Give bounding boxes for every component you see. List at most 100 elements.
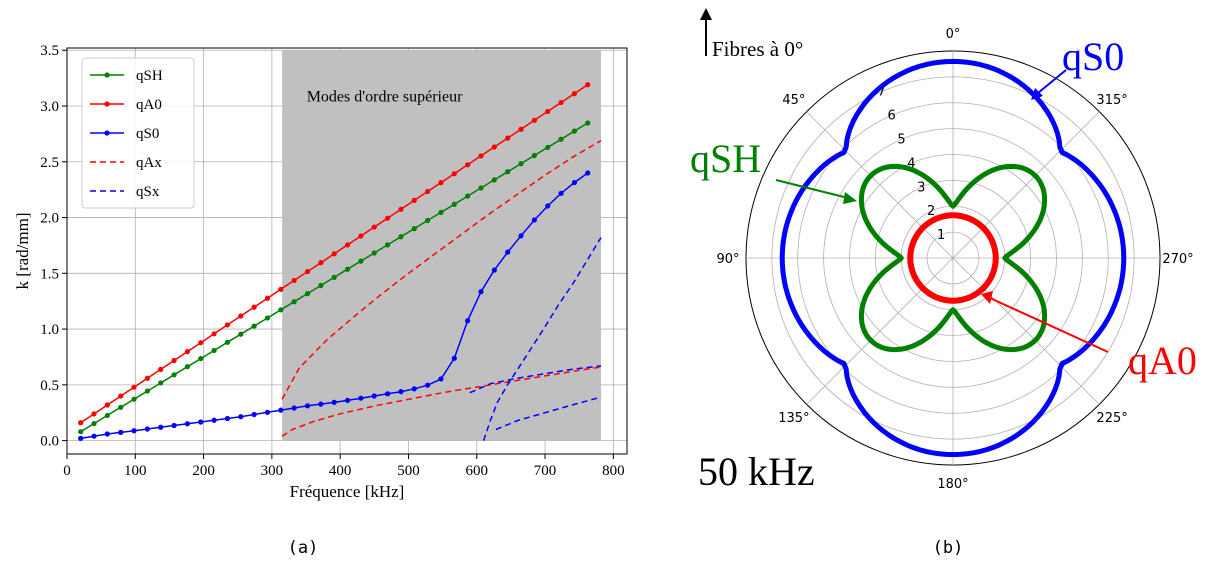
polar-grid xyxy=(745,50,1161,466)
data-point xyxy=(438,179,444,186)
data-point xyxy=(438,209,444,215)
data-point xyxy=(211,331,217,337)
data-point xyxy=(478,153,484,159)
data-point xyxy=(158,380,164,386)
data-point xyxy=(104,431,110,437)
x-tick-label: 500 xyxy=(397,463,420,479)
qa0-arrow-line xyxy=(989,297,1109,353)
qs0-arrow-head xyxy=(1031,88,1043,100)
data-point xyxy=(344,397,351,403)
data-point xyxy=(518,161,524,167)
polar-grid-spoke xyxy=(806,111,954,259)
qsh-curve xyxy=(858,163,1048,353)
data-point xyxy=(465,318,471,324)
data-point xyxy=(558,99,564,106)
legend-label: qA0 xyxy=(136,97,162,113)
data-point xyxy=(545,108,551,115)
data-point xyxy=(331,274,337,280)
data-point xyxy=(198,419,204,425)
data-point xyxy=(291,277,297,284)
angle-tick-label: 45° xyxy=(782,93,805,108)
legend-box xyxy=(81,57,195,209)
series-qa0 xyxy=(78,82,591,426)
data-point xyxy=(144,388,150,394)
qa0-curve xyxy=(907,212,999,304)
legend: qSH qA0 qS0 qAx qSx xyxy=(81,57,195,209)
data-point xyxy=(518,233,524,239)
dashed-line xyxy=(469,365,602,394)
legend-entry: qAx xyxy=(90,155,162,171)
data-point xyxy=(251,323,257,329)
data-point xyxy=(531,217,537,223)
data-point xyxy=(278,286,284,292)
data-point xyxy=(478,289,484,295)
y-tick-label: 3.5 xyxy=(40,43,59,59)
data-point xyxy=(558,136,564,142)
data-point xyxy=(184,364,191,370)
qa0-label: qA0 xyxy=(1128,338,1197,383)
x-tick-label: 300 xyxy=(261,463,284,479)
data-point xyxy=(78,435,84,441)
radial-tick-label: 4 xyxy=(907,156,915,171)
fibre-axis-label: Fibres à 0° xyxy=(712,37,803,61)
data-point xyxy=(171,422,177,429)
data-point xyxy=(291,299,297,305)
data-point xyxy=(78,420,84,426)
data-point xyxy=(384,215,391,221)
qsh-label: qSH xyxy=(690,136,761,181)
y-ticks: 0.0 0.5 1.0 1.5 2.0 2.5 3.0 3.5 xyxy=(40,43,67,450)
data-point xyxy=(451,201,457,207)
series-qax xyxy=(281,139,602,400)
qsh-arrow-head xyxy=(843,192,857,204)
legend-entry: qSx xyxy=(90,184,160,200)
data-point xyxy=(171,357,177,364)
polar-grid-spoke xyxy=(952,257,1100,405)
data-point xyxy=(211,417,217,423)
data-point xyxy=(425,217,431,224)
data-point xyxy=(78,429,84,435)
data-point xyxy=(451,171,457,177)
legend-entries: qSH qA0 qS0 qAx qSx xyxy=(90,68,163,200)
angle-tick-label: 0° xyxy=(946,27,961,42)
data-point xyxy=(531,152,537,159)
data-point xyxy=(398,234,404,240)
data-point xyxy=(304,403,311,409)
data-point xyxy=(91,411,97,417)
y-tick-label: 2.5 xyxy=(40,155,59,171)
higher-modes-region xyxy=(282,50,602,441)
data-point xyxy=(238,331,244,337)
y-tick-label: 3.0 xyxy=(40,99,59,115)
data-point xyxy=(251,304,257,310)
data-point xyxy=(358,258,364,264)
frequency-chart: 0 100 200 300 400 500 600 700 800 0.0 0.5 1.0 1.5 2.… xyxy=(13,43,628,501)
radial-tick-label: 3 xyxy=(917,180,925,195)
angle-tick-label: 225° xyxy=(1096,411,1127,426)
data-point xyxy=(104,402,110,408)
angle-tick-label: 180° xyxy=(937,477,968,492)
y-tick-label: 0.5 xyxy=(40,378,59,394)
legend-entry: qSH xyxy=(90,68,163,84)
x-tick-label: 600 xyxy=(466,463,489,479)
data-point xyxy=(505,169,511,175)
plot-frame xyxy=(66,47,628,455)
polar-series xyxy=(779,58,1127,458)
x-tick-label: 200 xyxy=(192,463,215,479)
data-point xyxy=(91,433,97,439)
data-point xyxy=(491,177,497,183)
radial-tick-label: 2 xyxy=(927,204,935,219)
data-point xyxy=(451,355,457,361)
data-point xyxy=(264,295,271,301)
data-point xyxy=(585,120,591,126)
dashed-line xyxy=(495,396,602,431)
data-point xyxy=(318,282,324,289)
angle-ticks: 0° 45° 90° 135° 180° 225° 270° 315° xyxy=(716,27,1193,492)
data-point xyxy=(158,424,164,430)
y-axis-label: k [rad/mm] xyxy=(13,213,32,290)
data-point xyxy=(505,135,511,141)
data-point xyxy=(518,126,524,132)
data-point xyxy=(118,393,124,399)
data-point xyxy=(304,268,311,275)
legend-entry: qS0 xyxy=(90,126,159,142)
dashed-line xyxy=(281,366,602,437)
